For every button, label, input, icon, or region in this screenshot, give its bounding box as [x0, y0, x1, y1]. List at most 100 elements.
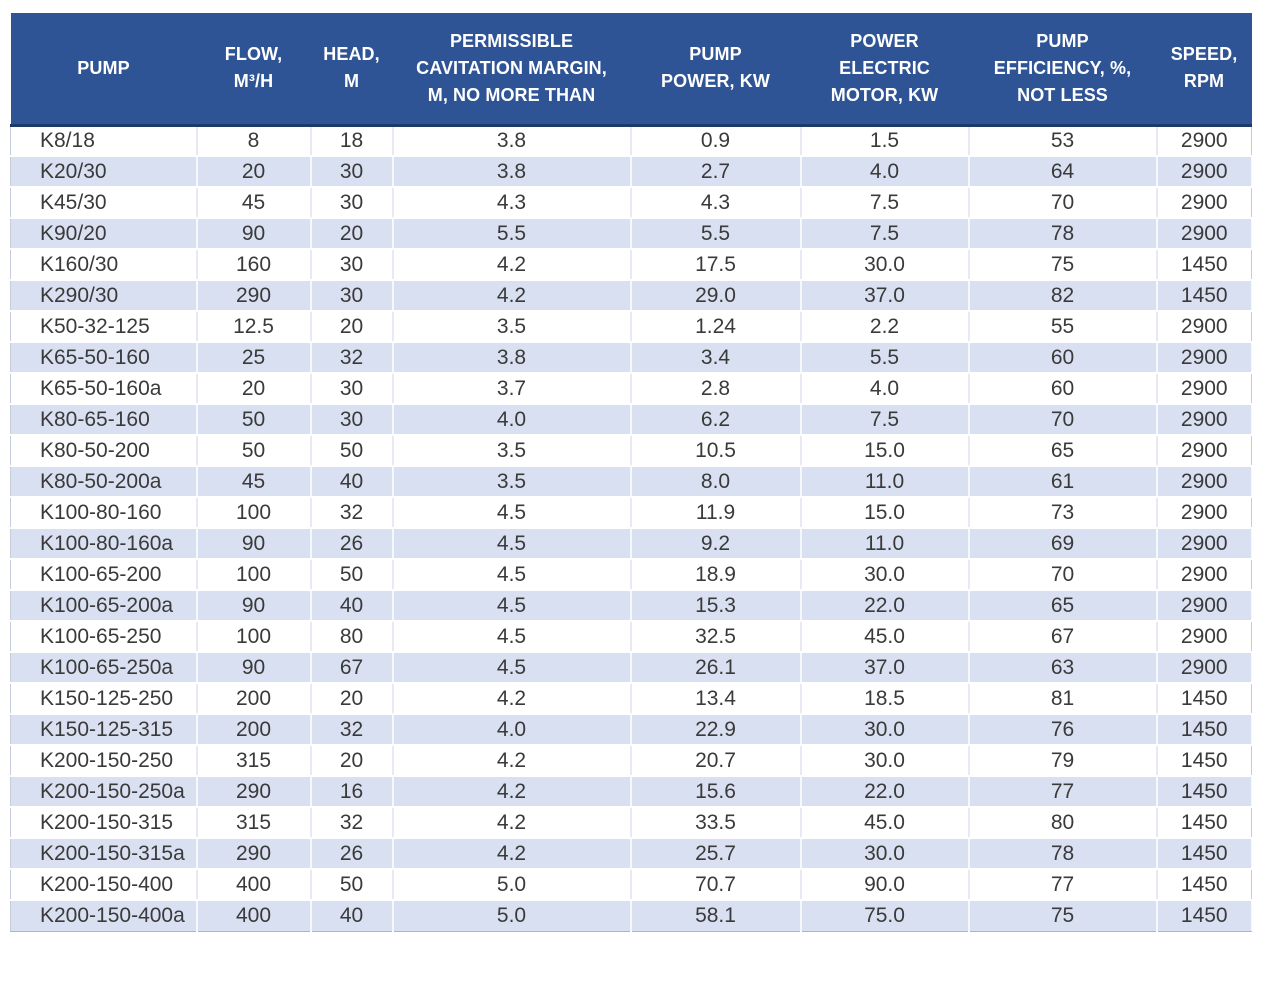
cell-flow: 160	[196, 249, 312, 281]
cell-flow: 20	[196, 156, 312, 188]
table-row: K200-150-315 315 32 4.2 33.5 45.0 80 1450	[10, 807, 1252, 839]
cell-pump_power: 20.7	[630, 745, 802, 777]
cell-speed: 2900	[1156, 590, 1252, 622]
cell-flow: 50	[196, 404, 312, 436]
cell-cavitation: 4.2	[392, 838, 632, 870]
cell-flow: 12.5	[196, 311, 312, 343]
cell-speed: 1450	[1156, 776, 1252, 808]
cell-pump: K200-150-315a	[10, 838, 198, 870]
table-row: K200-150-250 315 20 4.2 20.7 30.0 79 1450	[10, 745, 1252, 777]
cell-head: 50	[310, 869, 394, 901]
cell-pump_power: 2.7	[630, 156, 802, 188]
cell-speed: 1450	[1156, 838, 1252, 870]
cell-flow: 200	[196, 683, 312, 715]
cell-cavitation: 4.5	[392, 528, 632, 560]
cell-pump: K200-150-400a	[10, 900, 198, 932]
cell-flow: 25	[196, 342, 312, 374]
cell-pump_power: 0.9	[630, 125, 802, 157]
cell-motor_power: 37.0	[800, 652, 970, 684]
table-row: K80-50-200a 45 40 3.5 8.0 11.0 61 2900	[10, 466, 1252, 498]
cell-efficiency: 78	[968, 218, 1158, 250]
table-row: K90/20 90 20 5.5 5.5 7.5 78 2900	[10, 218, 1252, 250]
cell-efficiency: 73	[968, 497, 1158, 529]
cell-pump: K200-150-400	[10, 869, 198, 901]
table-row: K20/30 20 30 3.8 2.7 4.0 64 2900	[10, 156, 1252, 188]
table-row: K65-50-160 25 32 3.8 3.4 5.5 60 2900	[10, 342, 1252, 374]
cell-head: 30	[310, 249, 394, 281]
cell-pump_power: 32.5	[630, 621, 802, 653]
cell-motor_power: 1.5	[800, 125, 970, 157]
cell-efficiency: 78	[968, 838, 1158, 870]
cell-efficiency: 77	[968, 776, 1158, 808]
cell-flow: 400	[196, 900, 312, 932]
cell-head: 30	[310, 404, 394, 436]
cell-cavitation: 3.8	[392, 125, 632, 157]
column-header-motor-power: POWER ELECTRIC MOTOR, KW	[800, 13, 969, 127]
cell-efficiency: 53	[968, 125, 1158, 157]
column-header-flow: FLOW, M³/H	[196, 13, 311, 127]
cell-motor_power: 7.5	[800, 218, 970, 250]
cell-efficiency: 80	[968, 807, 1158, 839]
cell-pump_power: 13.4	[630, 683, 802, 715]
table-row: K290/30 290 30 4.2 29.0 37.0 82 1450	[10, 280, 1252, 312]
cell-pump_power: 11.9	[630, 497, 802, 529]
cell-cavitation: 4.5	[392, 621, 632, 653]
cell-head: 40	[310, 466, 394, 498]
column-header-speed: SPEED, RPM	[1156, 13, 1252, 127]
header-row: PUMP FLOW, M³/H HEAD, M PERMISSIBLE CAVI…	[10, 13, 1252, 127]
cell-efficiency: 79	[968, 745, 1158, 777]
cell-cavitation: 4.5	[392, 590, 632, 622]
cell-speed: 2900	[1156, 311, 1252, 343]
table-row: K100-80-160 100 32 4.5 11.9 15.0 73 2900	[10, 497, 1252, 529]
cell-motor_power: 5.5	[800, 342, 970, 374]
cell-efficiency: 60	[968, 373, 1158, 405]
table-row: K200-150-400 400 50 5.0 70.7 90.0 77 1450	[10, 869, 1252, 901]
cell-cavitation: 3.8	[392, 342, 632, 374]
cell-pump: K45/30	[10, 187, 198, 219]
page: PUMP FLOW, M³/H HEAD, M PERMISSIBLE CAVI…	[10, 13, 1252, 932]
cell-efficiency: 55	[968, 311, 1158, 343]
cell-cavitation: 5.5	[392, 218, 632, 250]
cell-head: 16	[310, 776, 394, 808]
table-row: K150-125-315 200 32 4.0 22.9 30.0 76 1450	[10, 714, 1252, 746]
cell-cavitation: 4.2	[392, 776, 632, 808]
cell-motor_power: 11.0	[800, 528, 970, 560]
table-row: K80-50-200 50 50 3.5 10.5 15.0 65 2900	[10, 435, 1252, 467]
table-row: K45/30 45 30 4.3 4.3 7.5 70 2900	[10, 187, 1252, 219]
cell-motor_power: 22.0	[800, 776, 970, 808]
cell-pump_power: 1.24	[630, 311, 802, 343]
table-body: K8/18 8 18 3.8 0.9 1.5 53 2900 K20/30 20 30 3.8 2.7 4…	[10, 125, 1252, 932]
table-row: K100-65-250a 90 67 4.5 26.1 37.0 63 2900	[10, 652, 1252, 684]
cell-pump: K50-32-125	[10, 311, 198, 343]
cell-motor_power: 30.0	[800, 559, 970, 591]
cell-motor_power: 7.5	[800, 187, 970, 219]
table-row: K100-65-200a 90 40 4.5 15.3 22.0 65 2900	[10, 590, 1252, 622]
cell-speed: 2900	[1156, 218, 1252, 250]
cell-flow: 100	[196, 497, 312, 529]
cell-pump_power: 22.9	[630, 714, 802, 746]
cell-pump_power: 9.2	[630, 528, 802, 560]
cell-efficiency: 75	[968, 900, 1158, 932]
cell-speed: 2900	[1156, 621, 1252, 653]
cell-pump: K100-65-250	[10, 621, 198, 653]
column-header-cavitation: PERMISSIBLE CAVITATION MARGIN, M, NO MOR…	[392, 13, 631, 127]
cell-pump: K200-150-250	[10, 745, 198, 777]
cell-head: 20	[310, 745, 394, 777]
cell-speed: 2900	[1156, 652, 1252, 684]
cell-efficiency: 70	[968, 404, 1158, 436]
cell-pump: K65-50-160a	[10, 373, 198, 405]
table-row: K160/30 160 30 4.2 17.5 30.0 75 1450	[10, 249, 1252, 281]
cell-speed: 1450	[1156, 807, 1252, 839]
cell-speed: 2900	[1156, 125, 1252, 157]
cell-head: 67	[310, 652, 394, 684]
cell-cavitation: 4.2	[392, 683, 632, 715]
cell-pump_power: 15.6	[630, 776, 802, 808]
cell-cavitation: 5.0	[392, 900, 632, 932]
table-row: K50-32-125 12.5 20 3.5 1.24 2.2 55 2900	[10, 311, 1252, 343]
cell-motor_power: 2.2	[800, 311, 970, 343]
cell-head: 32	[310, 342, 394, 374]
cell-head: 30	[310, 187, 394, 219]
cell-head: 32	[310, 497, 394, 529]
table-row: K200-150-315a 290 26 4.2 25.7 30.0 78 1450	[10, 838, 1252, 870]
cell-pump_power: 10.5	[630, 435, 802, 467]
